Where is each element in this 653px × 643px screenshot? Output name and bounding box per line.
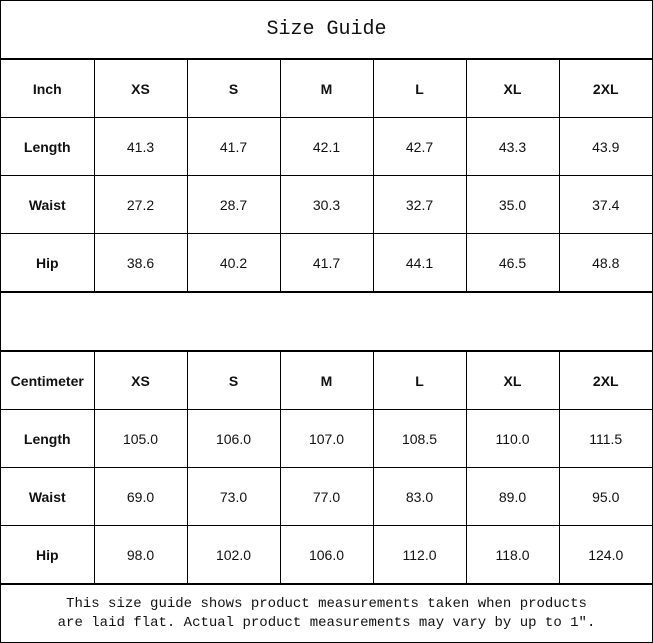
unit-header: Inch [1, 59, 95, 118]
measurement-value: 102.0 [186, 525, 281, 584]
measurement-value: 124.0 [558, 525, 652, 584]
measurement-value: 37.4 [558, 175, 652, 234]
table-row: Length 41.3 41.7 42.1 42.7 43.3 43.9 [1, 117, 652, 176]
measurement-value: 40.2 [186, 233, 281, 292]
measurement-value: 95.0 [558, 467, 652, 526]
measurement-value: 110.0 [465, 409, 560, 468]
measurement-value: 41.7 [186, 117, 281, 176]
measurement-value: 106.0 [279, 525, 374, 584]
table-spacer [1, 292, 652, 351]
header-row: Inch XS S M L XL 2XL [1, 59, 652, 118]
measurement-value: 42.1 [279, 117, 374, 176]
measurement-value: 38.6 [93, 233, 188, 292]
measurement-value: 41.3 [93, 117, 188, 176]
size-header: S [186, 59, 281, 118]
size-header: M [279, 351, 374, 410]
measurement-value: 32.7 [372, 175, 467, 234]
measurement-value: 43.3 [465, 117, 560, 176]
measurement-value: 28.7 [186, 175, 281, 234]
size-header: L [372, 59, 467, 118]
measurement-value: 106.0 [186, 409, 281, 468]
unit-header: Centimeter [1, 351, 95, 410]
measurement-note: This size guide shows product measuremen… [1, 584, 652, 642]
measurement-value: 83.0 [372, 467, 467, 526]
measurement-value: 108.5 [372, 409, 467, 468]
measurement-value: 89.0 [465, 467, 560, 526]
measurement-value: 77.0 [279, 467, 374, 526]
measurement-value: 118.0 [465, 525, 560, 584]
size-header: XL [465, 351, 560, 410]
size-header: 2XL [558, 351, 652, 410]
measurement-value: 35.0 [465, 175, 560, 234]
note-line-2: are laid flat. Actual product measuremen… [57, 614, 596, 631]
measurement-value: 98.0 [93, 525, 188, 584]
measurement-value: 105.0 [93, 409, 188, 468]
size-header: XS [93, 351, 188, 410]
measurement-value: 48.8 [558, 233, 652, 292]
measurement-value: 73.0 [186, 467, 281, 526]
measurement-value: 112.0 [372, 525, 467, 584]
table-row: Waist 27.2 28.7 30.3 32.7 35.0 37.4 [1, 175, 652, 234]
measurement-label: Length [1, 409, 95, 468]
measurement-value: 27.2 [93, 175, 188, 234]
page-title: Size Guide [1, 1, 652, 59]
size-header: S [186, 351, 281, 410]
measurement-label: Waist [1, 467, 95, 526]
measurement-value: 111.5 [558, 409, 652, 468]
measurement-value: 46.5 [465, 233, 560, 292]
measurement-value: 44.1 [372, 233, 467, 292]
measurement-value: 41.7 [279, 233, 374, 292]
table-row: Waist 69.0 73.0 77.0 83.0 89.0 95.0 [1, 467, 652, 526]
size-header: 2XL [558, 59, 652, 118]
measurement-value: 107.0 [279, 409, 374, 468]
measurement-value: 69.0 [93, 467, 188, 526]
measurement-label: Hip [1, 233, 95, 292]
measurement-value: 42.7 [372, 117, 467, 176]
table-row: Hip 98.0 102.0 106.0 112.0 118.0 124.0 [1, 525, 652, 584]
size-header: L [372, 351, 467, 410]
measurement-label: Waist [1, 175, 95, 234]
measurement-value: 43.9 [558, 117, 652, 176]
header-row: Centimeter XS S M L XL 2XL [1, 351, 652, 410]
size-header: XL [465, 59, 560, 118]
table-row: Hip 38.6 40.2 41.7 44.1 46.5 48.8 [1, 233, 652, 292]
size-header: XS [93, 59, 188, 118]
measurement-value: 30.3 [279, 175, 374, 234]
table-row: Length 105.0 106.0 107.0 108.5 110.0 111.5 [1, 409, 652, 468]
inch-size-table: Inch XS S M L XL 2XL Length 41.3 41.7 42.1 42.7 43.3… [1, 59, 652, 292]
note-line-1: This size guide shows product measuremen… [66, 595, 587, 612]
measurement-label: Hip [1, 525, 95, 584]
measurement-label: Length [1, 117, 95, 176]
size-header: M [279, 59, 374, 118]
centimeter-size-table: Centimeter XS S M L XL 2XL Length 105.0 106.0 107.… [1, 351, 652, 584]
